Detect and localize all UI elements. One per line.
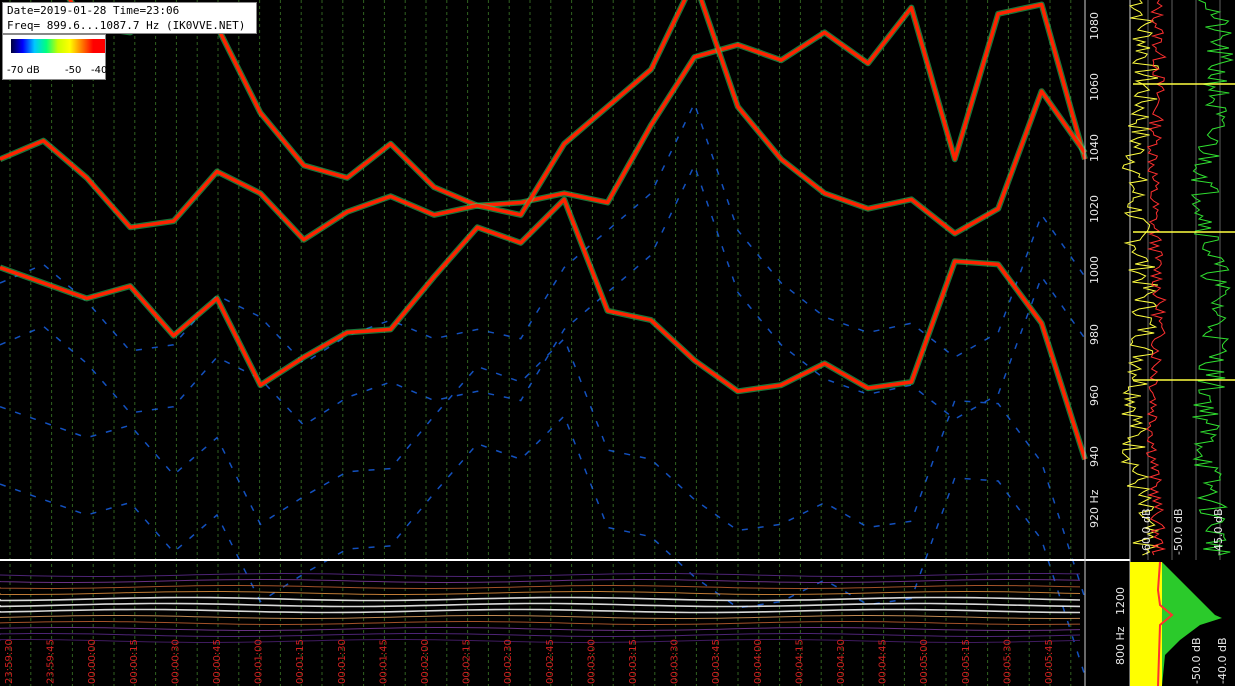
spectrum-panel xyxy=(1120,0,1235,560)
time-tick-label: 00:05:00 xyxy=(919,639,930,684)
spectrum-avg-line xyxy=(1145,0,1167,556)
freq-tick-label: 1040 xyxy=(1088,134,1101,162)
signal-trace xyxy=(0,197,1087,460)
freq-tick-label: 980 xyxy=(1088,324,1101,345)
colorbar xyxy=(11,39,105,53)
time-tick-label: 23:59:30 xyxy=(4,639,15,684)
time-tick-label: 00:03:30 xyxy=(670,639,681,684)
lower-freq-label: 1200 xyxy=(1114,587,1127,615)
time-tick-label: 00:03:00 xyxy=(586,639,597,684)
waterfall-stripe xyxy=(0,602,1081,608)
spectrum-tick-label: -60.0 dB xyxy=(1140,509,1153,556)
time-tick-label: 23:59:45 xyxy=(46,639,57,684)
freq-tick-label: 1060 xyxy=(1088,73,1101,101)
freq-tick-label: 1020 xyxy=(1088,195,1101,223)
lower-spectrum-label: -40.0 dB xyxy=(1216,638,1229,685)
time-tick-label: 00:00:15 xyxy=(129,639,140,684)
time-tick-label: 00:01:00 xyxy=(254,639,265,684)
spectrum-green-line xyxy=(1190,0,1234,556)
freq-tick-label: 1080 xyxy=(1088,12,1101,40)
lower-spectrum-green xyxy=(1162,562,1222,686)
time-tick-label: 00:05:45 xyxy=(1044,639,1055,684)
date-time-label: Date=2019-01-28 Time=23:06 xyxy=(7,4,180,17)
waterfall-stripe xyxy=(0,627,1081,631)
weak-trace xyxy=(0,337,1086,599)
time-tick-label: 00:02:45 xyxy=(545,639,556,684)
time-tick-label: 00:02:30 xyxy=(503,639,514,684)
colorbar-max-label: -40 xyxy=(91,65,108,76)
freq-tick-label: 920 Hz xyxy=(1088,489,1101,528)
waterfall-stripe xyxy=(0,591,1081,595)
time-tick-label: 00:02:00 xyxy=(420,639,431,684)
time-grid xyxy=(9,0,1072,686)
spectrum-tick-label: -45.0 dB xyxy=(1212,509,1225,556)
time-tick-label: 00:05:30 xyxy=(1002,639,1013,684)
weak-trace xyxy=(0,163,1086,427)
time-tick-label: 00:00:00 xyxy=(87,639,98,684)
time-tick-label: 00:04:30 xyxy=(836,639,847,684)
lower-spectrum-axis: -50.0 dB -40.0 dB xyxy=(1190,638,1229,685)
waterfall-stripe xyxy=(0,608,1081,614)
lower-spectrum-panel xyxy=(1130,561,1222,686)
info-box: Date=2019-01-28 Time=23:06 Freq= 899.6..… xyxy=(2,2,257,34)
waterfall-stripe xyxy=(0,579,1081,583)
colorbar-mid-label: -50 xyxy=(65,65,82,76)
freq-tick-label: 940 xyxy=(1088,446,1101,467)
waterfall-stripe xyxy=(0,596,1081,602)
waterfall-stripe xyxy=(0,573,1081,577)
time-tick-label: 00:04:15 xyxy=(794,639,805,684)
time-tick-label: 00:03:15 xyxy=(628,639,639,684)
waterfall-stripe xyxy=(0,639,1081,643)
time-tick-label: 00:03:45 xyxy=(711,639,722,684)
waterfall-stripe xyxy=(0,633,1081,637)
freq-range-label: Freq= 899.6...1087.7 Hz (IK0VVE.NET) xyxy=(7,19,246,32)
lower-spectrum-red xyxy=(1156,561,1174,686)
spectrum-axis: -60.0 dB -50.0 dB -45.0 dB xyxy=(1140,509,1225,556)
time-tick-label: 00:01:45 xyxy=(378,639,389,684)
time-tick-label: 00:02:15 xyxy=(462,639,473,684)
time-axis: 23:59:30 23:59:45 00:00:00 00:00:15 00:00:30… xyxy=(4,639,1055,684)
lower-frequency-axis: 1200 800 Hz xyxy=(1114,587,1127,665)
frequency-axis: 1080 1060 1040 1020 1000 980 960 940 920 Hz xyxy=(1088,12,1101,528)
waterfall-stripe xyxy=(0,585,1081,589)
lower-waterfall xyxy=(0,573,1081,643)
time-tick-label: 00:01:15 xyxy=(295,639,306,684)
waterfall-stripe xyxy=(0,615,1081,619)
weak-trace xyxy=(0,101,1086,365)
waterfall-stripe xyxy=(0,621,1081,625)
time-tick-label: 00:04:00 xyxy=(753,639,764,684)
time-tick-label: 00:04:45 xyxy=(878,639,889,684)
colorbar-min-label: -70 dB xyxy=(7,65,40,76)
weak-trace xyxy=(0,414,1086,677)
time-tick-label: 00:00:30 xyxy=(170,639,181,684)
freq-tick-label: 960 xyxy=(1088,385,1101,406)
spectrum-peak-line xyxy=(1120,0,1160,556)
time-tick-label: 00:01:30 xyxy=(337,639,348,684)
lower-spectrum-fill xyxy=(1130,562,1162,686)
lower-freq-label: 800 Hz xyxy=(1114,626,1127,665)
signal-trace xyxy=(0,0,1087,242)
lower-spectrum-label: -50.0 dB xyxy=(1190,638,1203,685)
spectrum-tick-label: -50.0 dB xyxy=(1172,509,1185,556)
freq-tick-label: 1000 xyxy=(1088,256,1101,284)
time-tick-label: 00:00:45 xyxy=(212,639,223,684)
weak-traces xyxy=(0,101,1086,677)
time-tick-label: 00:05:15 xyxy=(961,639,972,684)
colorbar-legend: -70 dB -50 -40 xyxy=(2,34,108,80)
